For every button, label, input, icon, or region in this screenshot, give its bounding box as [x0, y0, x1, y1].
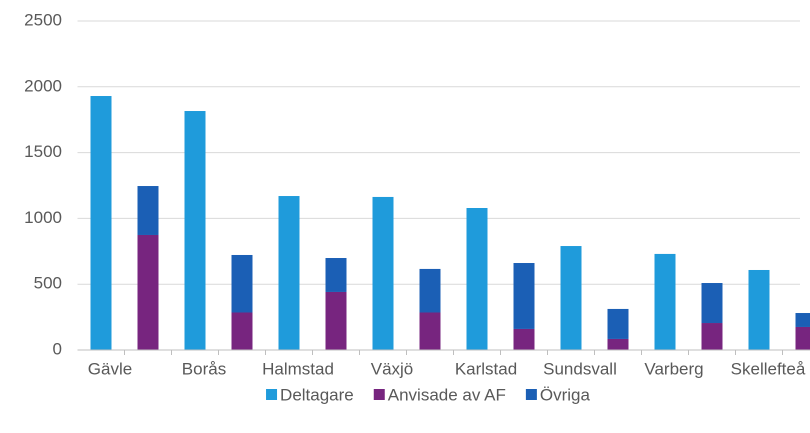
bar-segment — [90, 96, 112, 351]
x-tick-label: Växjö — [371, 359, 414, 378]
y-tick-label: 2500 — [24, 10, 62, 29]
legend-label: Övriga — [540, 385, 591, 404]
y-tick-label: 500 — [34, 274, 62, 293]
legend-label: Deltagare — [280, 385, 354, 404]
bar-segment — [372, 196, 394, 350]
bar-segment — [137, 234, 159, 350]
legend-label: Anvisade av AF — [388, 385, 506, 404]
bar-segment — [278, 196, 300, 350]
bar-segment — [466, 208, 488, 350]
bar-segment — [701, 323, 723, 350]
legend-swatch — [373, 389, 385, 400]
x-tick-label: Borås — [182, 359, 226, 378]
x-tick-label: Varberg — [644, 359, 703, 378]
bar-segment — [231, 254, 253, 313]
bar-segment — [419, 312, 441, 350]
y-tick-label: 2000 — [24, 76, 62, 95]
bar-segment — [607, 338, 629, 350]
x-tick-label: Sundsvall — [543, 359, 617, 378]
legend-swatch — [525, 389, 537, 400]
y-tick-label: 0 — [53, 339, 62, 358]
bar-segment — [184, 111, 206, 350]
bar-segment — [513, 328, 535, 350]
x-tick-label: Karlstad — [455, 359, 517, 378]
x-tick-label: Halmstad — [262, 359, 334, 378]
bar-segment — [419, 268, 441, 313]
plot — [90, 96, 810, 351]
bar-segment — [325, 258, 347, 292]
y-tick-label: 1500 — [24, 142, 62, 161]
legend-swatch — [266, 389, 278, 400]
bar-segment — [795, 313, 810, 327]
x-tick-label: Skellefteå — [731, 359, 806, 378]
y-tick-label: 1000 — [24, 208, 62, 227]
bar-segment — [748, 269, 770, 350]
bar-segment — [231, 312, 253, 350]
bar-segment — [701, 283, 723, 324]
bar-segment — [560, 246, 582, 350]
bar-segment — [325, 291, 347, 350]
bar-segment — [795, 326, 810, 350]
bar-segment — [607, 308, 629, 339]
bar-segment — [137, 186, 159, 235]
x-tick-label: Gävle — [88, 359, 132, 378]
bar-segment — [513, 263, 535, 329]
bar-segment — [654, 253, 676, 350]
legend: Deltagare Anvisade av AF Övriga — [266, 385, 590, 404]
